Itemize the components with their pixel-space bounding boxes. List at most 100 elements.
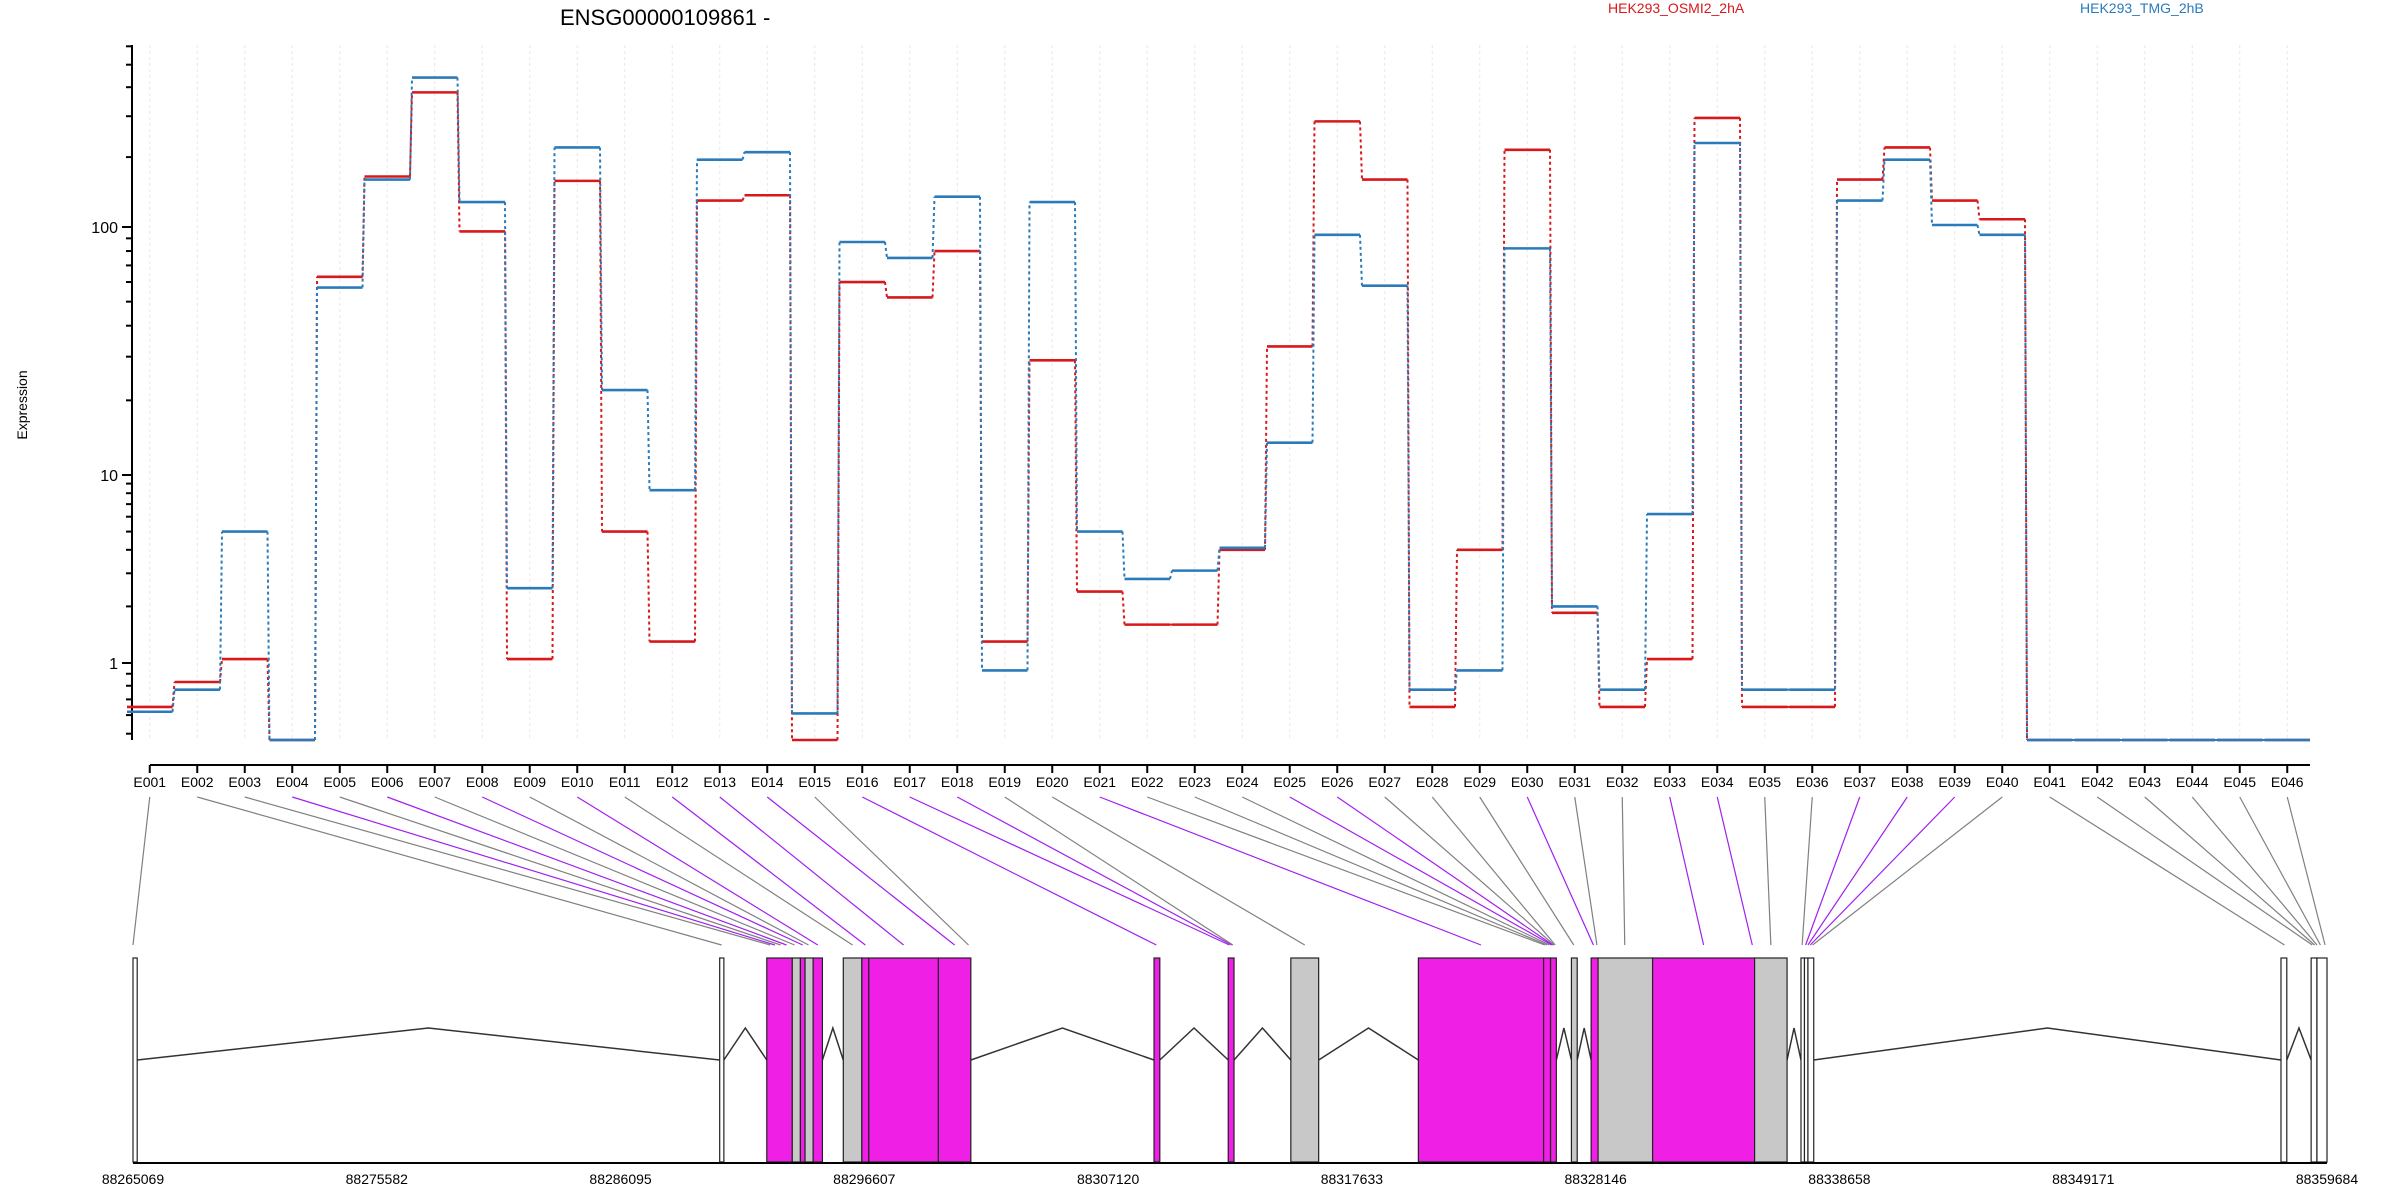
series-connector — [1311, 234, 1316, 443]
exon-link — [2239, 796, 2321, 946]
genomic-coordinates: 88265069 88275582 88286095 88296607 88307120… — [102, 1162, 2358, 1187]
series-connector — [1834, 200, 1838, 690]
exon-link — [1526, 796, 1594, 946]
series-connector — [1644, 658, 1648, 707]
series-connector — [836, 241, 841, 714]
exon-link — [434, 796, 795, 946]
exon-link — [197, 796, 722, 946]
y-axis-label: Expression — [14, 370, 30, 439]
series-connector — [1929, 159, 1933, 226]
series-connector — [741, 194, 746, 201]
x-tick-label: E010 — [561, 774, 594, 790]
exon — [1290, 957, 1320, 1163]
exon-link — [1336, 796, 1554, 946]
exon-links — [132, 796, 2326, 946]
x-tick-label: E036 — [1796, 774, 1829, 790]
series-connector — [1691, 142, 1696, 515]
exon — [861, 957, 870, 1163]
series-connector — [219, 658, 223, 683]
x-tick-label: E024 — [1226, 774, 1259, 790]
intron — [1576, 1027, 1592, 1061]
genomic-coordinate-label: 88296607 — [833, 1171, 896, 1187]
exon-link — [909, 796, 1230, 946]
series-connector — [314, 276, 318, 741]
x-tick-label: E045 — [2223, 774, 2256, 790]
x-tick-label: E005 — [323, 774, 356, 790]
x-tick-label: E023 — [1178, 774, 1211, 790]
exon — [804, 957, 814, 1163]
series-connector — [1406, 285, 1411, 690]
exon — [1597, 957, 1654, 1163]
exon-link — [1194, 796, 1548, 946]
intron — [1233, 1026, 1292, 1061]
exon-link — [481, 796, 803, 946]
series-connector — [171, 689, 176, 712]
x-tick-label: E009 — [513, 774, 546, 790]
series-connector — [1406, 179, 1411, 707]
exon-link — [1099, 796, 1482, 946]
x-tick-label: E011 — [609, 774, 641, 790]
x-tick-label: E041 — [2033, 774, 2066, 790]
exon-link — [2144, 796, 2316, 946]
exon-link — [1805, 796, 1861, 946]
series-connector — [1976, 200, 1981, 220]
exon-link — [1051, 796, 1306, 946]
series-connector — [504, 202, 508, 589]
series-connector — [1359, 234, 1363, 286]
series-connector — [694, 159, 698, 491]
exon — [937, 957, 972, 1163]
exon-link — [2049, 796, 2285, 946]
series-connector — [1359, 121, 1363, 180]
exon-link — [956, 796, 1232, 946]
x-tick-label: E040 — [1986, 774, 2019, 790]
legend-entry-tmg: HEK293_TMG_2hB — [2080, 0, 2204, 16]
series-connector — [266, 531, 271, 741]
genomic-coordinate-label: 88349171 — [2052, 1171, 2115, 1187]
series-connector — [314, 287, 318, 741]
exon-link — [576, 796, 819, 946]
x-tick-label: E026 — [1321, 774, 1354, 790]
exon-link — [529, 796, 809, 946]
exon-link — [1384, 796, 1555, 946]
x-tick-label: E031 — [1558, 774, 1591, 790]
series-connector — [1501, 248, 1506, 671]
exon-link — [1807, 796, 1908, 946]
genomic-coordinate-label: 88317633 — [1321, 1171, 1384, 1187]
x-tick-label: E016 — [846, 774, 879, 790]
series-connector — [741, 151, 746, 160]
genomic-coordinate-label: 88328146 — [1565, 1171, 1628, 1187]
x-tick-label: E012 — [656, 774, 689, 790]
exon-link — [1812, 796, 2003, 946]
series-connector — [171, 681, 176, 708]
x-tick-label: E014 — [751, 774, 784, 790]
exon — [719, 957, 725, 1163]
series-connector — [1026, 202, 1031, 671]
gene-model — [132, 957, 2328, 1163]
exon — [812, 957, 824, 1163]
exon-link — [766, 796, 955, 946]
x-tick-label: E007 — [418, 774, 451, 790]
intron — [1813, 1027, 2282, 1061]
exon-link — [1241, 796, 1550, 946]
exon — [1549, 957, 1557, 1163]
exon — [1807, 957, 1815, 1163]
exon-link — [1669, 796, 1705, 946]
intron — [1555, 1027, 1573, 1061]
intron — [137, 1027, 720, 1061]
series-connector — [409, 77, 413, 180]
series-connector — [1311, 121, 1316, 347]
x-tick-label: E039 — [1938, 774, 1971, 790]
x-tick-label: E021 — [1083, 774, 1116, 790]
genomic-coordinate-label: 88307120 — [1077, 1171, 1140, 1187]
exon-link — [2286, 796, 2326, 946]
exon-link — [2191, 796, 2318, 946]
series-connector — [1169, 570, 1173, 580]
exon-link — [1716, 796, 1753, 946]
exon — [1590, 957, 1599, 1163]
intron — [723, 1026, 768, 1061]
series-connector — [551, 147, 556, 589]
series-connector — [1074, 202, 1078, 532]
x-tick-label: E033 — [1653, 774, 1686, 790]
y-tick-label: 10 — [100, 468, 118, 485]
series-connector — [1644, 514, 1648, 690]
